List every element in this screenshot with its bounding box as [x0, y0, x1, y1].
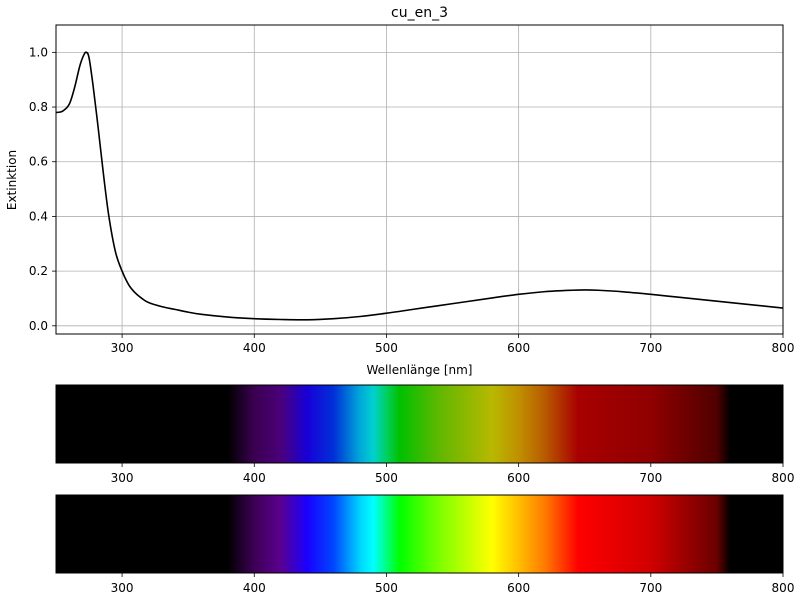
x-tick-label: 500 — [375, 341, 398, 355]
visible-spectrum-bar: 300 400 500 600 700 800 — [55, 494, 795, 595]
x-tick-label: 400 — [243, 341, 266, 355]
x-tick-label: 600 — [507, 471, 530, 485]
x-tick-label: 500 — [375, 581, 398, 595]
extinction-chart: 300 400 500 600 700 800 0.0 0.2 0.4 0.6 0.8 1.0 cu… — [5, 5, 794, 377]
plot-frame — [55, 24, 784, 335]
spectrum-frame — [55, 384, 784, 464]
x-tick-label: 700 — [639, 581, 662, 595]
x-axis-ticks: 300 400 500 600 700 800 — [111, 463, 795, 485]
y-tick-label: 0.2 — [29, 264, 48, 278]
x-axis-ticks: 300 400 500 600 700 800 — [111, 334, 795, 355]
y-tick-label: 0.8 — [29, 100, 48, 114]
spectrum-gradient — [56, 385, 783, 463]
x-tick-label: 500 — [375, 471, 398, 485]
y-axis-label: Extinktion — [5, 150, 19, 210]
grid — [56, 25, 783, 334]
series-line — [55, 51, 784, 321]
x-tick-label: 700 — [639, 341, 662, 355]
y-tick-label: 0.0 — [29, 319, 48, 333]
y-axis-ticks: 0.0 0.2 0.4 0.6 0.8 1.0 — [29, 45, 56, 333]
y-tick-label: 0.4 — [29, 209, 48, 223]
x-tick-label: 600 — [507, 581, 530, 595]
x-axis-ticks: 300 400 500 600 700 800 — [111, 573, 795, 595]
x-tick-label: 400 — [243, 581, 266, 595]
x-tick-label: 300 — [111, 471, 134, 485]
x-tick-label: 800 — [772, 581, 795, 595]
x-axis-label: Wellenlänge [nm] — [367, 363, 473, 377]
x-tick-label: 400 — [243, 471, 266, 485]
y-tick-label: 0.6 — [29, 155, 48, 169]
x-tick-label: 700 — [639, 471, 662, 485]
x-tick-label: 800 — [772, 341, 795, 355]
y-tick-label: 1.0 — [29, 45, 48, 59]
spectrum-frame — [55, 494, 784, 574]
plot-area — [56, 25, 783, 334]
x-tick-label: 300 — [111, 341, 134, 355]
spectrum-gradient — [56, 495, 783, 573]
x-tick-label: 300 — [111, 581, 134, 595]
absorbed-spectrum-bar: 300 400 500 600 700 800 — [55, 384, 795, 485]
chart-title: cu_en_3 — [391, 5, 448, 21]
x-tick-label: 600 — [507, 341, 530, 355]
x-tick-label: 800 — [772, 471, 795, 485]
